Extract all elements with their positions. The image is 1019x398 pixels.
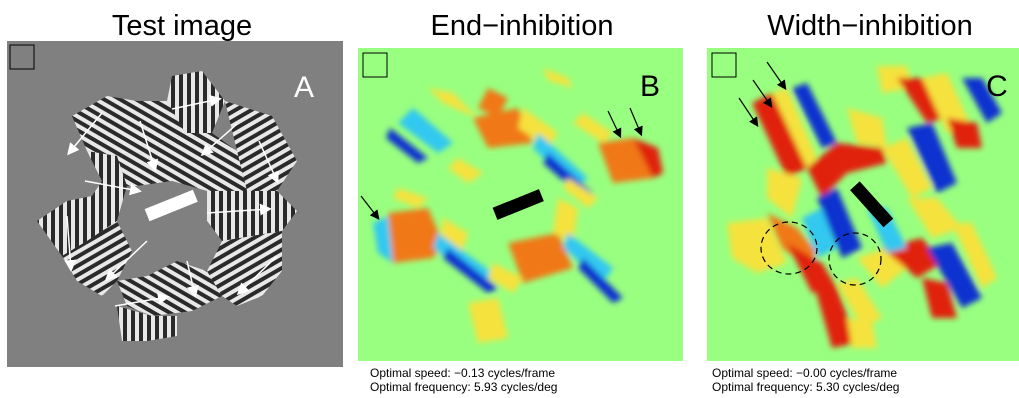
panel-a: A <box>7 41 343 367</box>
end-inhibition-map: B <box>358 48 683 361</box>
width-inhibition-map: C <box>707 48 1019 361</box>
annotation-arrows <box>360 107 643 220</box>
test-image: A <box>7 41 343 367</box>
reference-square <box>9 44 35 70</box>
central-bar <box>492 189 544 220</box>
central-bar <box>144 189 198 222</box>
panel-b-title: End−inhibition <box>430 10 614 42</box>
panel-a-letter: A <box>294 71 314 104</box>
reference-square <box>362 52 388 78</box>
hex-grating <box>37 71 297 341</box>
panel-b: B <box>358 48 683 361</box>
optimal-speed-text: Optimal speed: −0.13 cycles/frame <box>370 366 556 380</box>
response-blobs <box>373 68 663 343</box>
optimal-speed-text: Optimal speed: −0.00 cycles/frame <box>712 366 898 380</box>
panel-b-caption: Optimal speed: −0.13 cycles/frame Optima… <box>370 366 557 394</box>
optimal-frequency-text: Optimal frequency: 5.30 cycles/deg <box>712 380 900 394</box>
panel-b-letter: B <box>640 70 660 103</box>
panel-c-letter: C <box>986 70 1008 103</box>
optimal-frequency-text: Optimal frequency: 5.93 cycles/deg <box>370 380 558 394</box>
central-bar <box>850 181 894 228</box>
panel-a-title: Test image <box>111 10 253 42</box>
reference-square <box>711 52 737 78</box>
panel-c-caption: Optimal speed: −0.00 cycles/frame Optima… <box>712 366 899 394</box>
panel-c-title: Width−inhibition <box>767 10 973 42</box>
annotation-arrows <box>738 61 787 127</box>
panel-c: C <box>707 48 1019 361</box>
dashed-circles <box>760 221 882 286</box>
motion-arrows <box>64 95 279 307</box>
